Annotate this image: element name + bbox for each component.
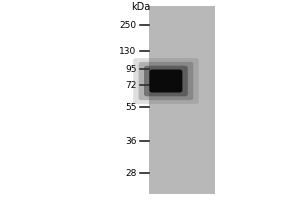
Text: 36: 36 [125, 136, 136, 146]
FancyBboxPatch shape [139, 62, 193, 100]
Text: 28: 28 [125, 168, 136, 178]
FancyBboxPatch shape [133, 58, 199, 104]
Bar [149, 6, 215, 194]
Text: 72: 72 [125, 81, 136, 90]
FancyBboxPatch shape [149, 70, 182, 92]
Text: 55: 55 [125, 102, 136, 112]
Text: 250: 250 [119, 21, 136, 29]
Text: Elabscience: Elabscience [184, 187, 213, 192]
Text: kDa: kDa [131, 2, 151, 12]
FancyBboxPatch shape [144, 66, 188, 96]
Text: 130: 130 [119, 46, 136, 55]
Text: 95: 95 [125, 64, 136, 73]
